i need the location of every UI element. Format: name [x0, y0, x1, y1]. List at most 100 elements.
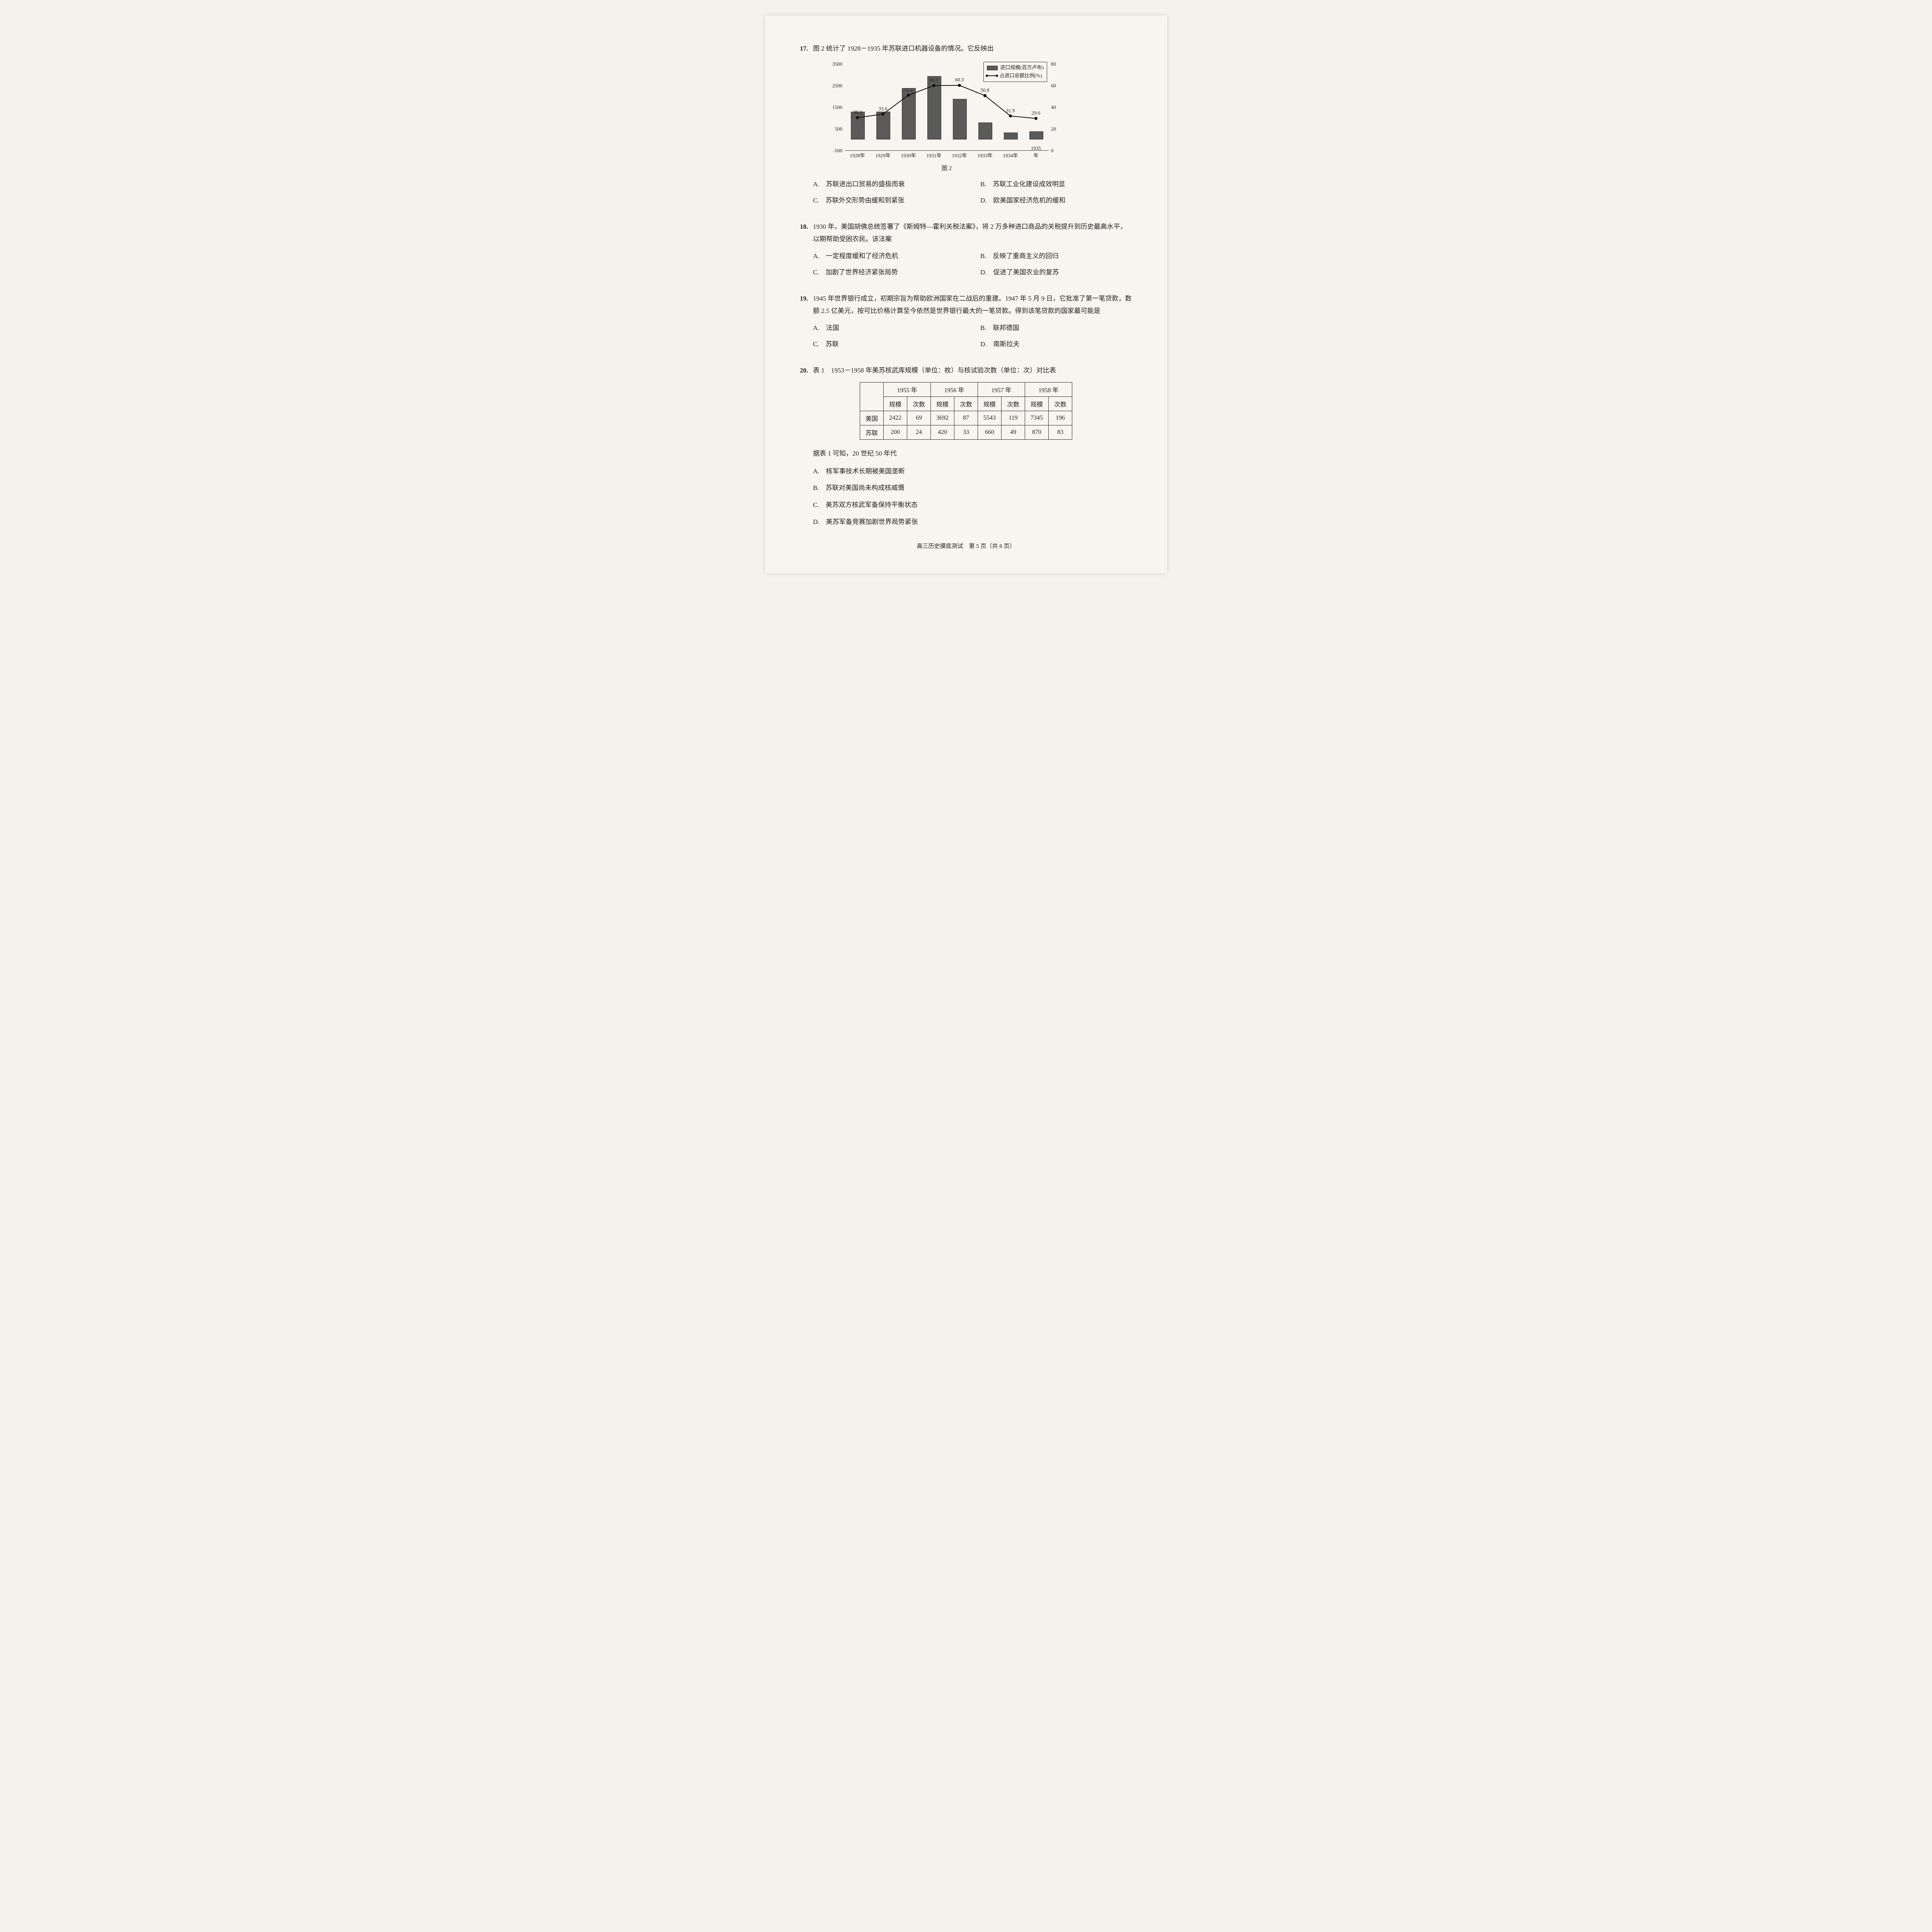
table-cell: 24 [907, 425, 930, 439]
q20-text: 表 1 1953－1958 年美苏核武库规模（单位：枚）与核试验次数（单位：次）… [813, 364, 1132, 377]
q17-opt-c: C. 苏联外交形势由缓和到紧张 [813, 194, 965, 207]
chart-bar [953, 99, 967, 140]
table-sub-header: 规模 [883, 396, 907, 411]
table-cell: 83 [1049, 425, 1072, 439]
q19-opt-b: B. 联邦德国 [980, 321, 1132, 335]
q19-opt-a: A. 法国 [813, 321, 965, 335]
q18-opt-c: C. 加剧了世界经济紧张局势 [813, 265, 965, 279]
line-point-label: 31.9 [1006, 108, 1015, 114]
q17-text: 图 2 统计了 1928－1935 年苏联进口机器设备的情况。它反映出 [813, 43, 1132, 55]
question-18: 18. 1930 年，美国胡佛总统签署了《斯姆特—霍利关税法案》，将 2 万多种… [800, 221, 1132, 279]
q20-table: 1955 年1956 年1957 年1958 年规模次数规模次数规模次数规模次数… [860, 382, 1072, 440]
q19-opt-c: C. 苏联 [813, 337, 965, 351]
table-cell: 3692 [930, 411, 954, 425]
question-17: 17. 图 2 统计了 1928－1935 年苏联进口机器设备的情况。它反映出 … [800, 43, 1132, 207]
chart-caption: 图 2 [823, 164, 1070, 172]
line-point-label: 60.3 [955, 77, 964, 83]
table-cell: 33 [954, 425, 978, 439]
x-tick-label: 1928年 [850, 151, 865, 159]
q19-number: 19. [800, 293, 813, 305]
chart-bar [1029, 131, 1043, 140]
table-sub-header: 次数 [1049, 396, 1072, 411]
table-sub-header: 规模 [1025, 396, 1049, 411]
table-cell: 420 [930, 425, 954, 439]
table-row: 苏联20024420336604987083 [860, 425, 1072, 439]
q17-number: 17. [800, 43, 813, 55]
chart-bar [902, 88, 916, 140]
y-left-tick: 3500 [823, 61, 842, 67]
y-left-tick: 500 [823, 126, 842, 132]
line-point-label: 60.1 [930, 77, 939, 83]
y-left-tick: -500 [823, 148, 842, 154]
page-footer: 高三历史摸底测试 第 5 页（共 8 页） [800, 542, 1132, 550]
table-year-header: 1955 年 [883, 382, 930, 396]
chart-line [845, 64, 1049, 150]
question-20: 20. 表 1 1953－1958 年美苏核武库规模（单位：枚）与核试验次数（单… [800, 364, 1132, 529]
q18-opt-a: A. 一定程度缓和了经济危机 [813, 249, 965, 263]
q20-options: A. 核军事技术长期被美国垄断 B. 苏联对美国尚未构成核威慑 C. 美苏双方核… [813, 464, 1132, 529]
x-tick-label: 1930年 [901, 151, 916, 159]
line-point-label: 33.6 [879, 106, 888, 112]
table-cell: 2422 [883, 411, 907, 425]
q17-chart: 进口规模(百万卢布) 占进口总额比例(%) 1928年30.31929年33.6… [823, 61, 1070, 172]
q17-opt-d: D. 欧美国家经济危机的缓和 [980, 194, 1132, 207]
q18-number: 18. [800, 221, 813, 233]
y-right-tick: 40 [1051, 104, 1070, 111]
chart-bar [978, 122, 992, 139]
exam-page: 17. 图 2 统计了 1928－1935 年苏联进口机器设备的情况。它反映出 … [765, 15, 1167, 573]
x-tick-label: 1934年 [1003, 151, 1018, 159]
table-cell: 69 [907, 411, 930, 425]
table-sub-header: 规模 [930, 396, 954, 411]
q19-text: 1945 年世界银行成立，初期宗旨为帮助欧洲国家在二战后的重建。1947 年 5… [813, 293, 1132, 318]
table-sub-header: 次数 [907, 396, 930, 411]
x-tick-label: 1931年 [926, 151, 941, 159]
chart-bar [851, 112, 865, 139]
y-left-tick: 2500 [823, 83, 842, 89]
q17-opt-a: A. 苏联进出口贸易的盛极而衰 [813, 177, 965, 191]
table-cell: 200 [883, 425, 907, 439]
q20-opt-a: A. 核军事技术长期被美国垄断 [813, 464, 1132, 478]
table-year-header: 1958 年 [1025, 382, 1072, 396]
table-sub-header: 规模 [978, 396, 1002, 411]
question-19: 19. 1945 年世界银行成立，初期宗旨为帮助欧洲国家在二战后的重建。1947… [800, 293, 1132, 351]
chart-bar [927, 76, 941, 139]
q18-opt-d: D. 促进了美国农业的复苏 [980, 265, 1132, 279]
table-cell: 119 [1002, 411, 1025, 425]
line-point-label: 50.8 [981, 87, 990, 94]
table-sub-header: 次数 [954, 396, 978, 411]
line-point-label: 30.3 [853, 109, 862, 116]
table-row: 美国24226936928755431197345196 [860, 411, 1072, 425]
chart-bar [876, 112, 890, 139]
q18-options: A. 一定程度缓和了经济危机 B. 反映了重商主义的回归 C. 加剧了世界经济紧… [813, 249, 1132, 279]
table-year-header: 1956 年 [930, 382, 978, 396]
x-tick-label: 1933年 [977, 151, 992, 159]
y-right-tick: 60 [1051, 83, 1070, 89]
table-row-label: 美国 [860, 411, 883, 425]
q19-opt-d: D. 南斯拉夫 [980, 337, 1132, 351]
y-right-tick: 20 [1051, 126, 1070, 132]
table-cell: 660 [978, 425, 1002, 439]
x-tick-label: 1935年 [1030, 145, 1043, 159]
table-cell: 870 [1025, 425, 1049, 439]
x-tick-label: 1929年 [875, 151, 890, 159]
line-point-label: 29.6 [1032, 110, 1041, 116]
q18-text: 1930 年，美国胡佛总统签署了《斯姆特—霍利关税法案》，将 2 万多种进口商品… [813, 221, 1132, 246]
q19-options: A. 法国 B. 联邦德国 C. 苏联 D. 南斯拉夫 [813, 321, 1132, 351]
q18-opt-b: B. 反映了重商主义的回归 [980, 249, 1132, 263]
y-right-tick: 80 [1051, 61, 1070, 67]
chart-bar [1004, 133, 1018, 140]
table-sub-header: 次数 [1002, 396, 1025, 411]
q20-opt-d: D. 美苏军备竞赛加剧世界局势紧张 [813, 515, 1132, 529]
q20-opt-b: B. 苏联对美国尚未构成核威慑 [813, 481, 1132, 495]
table-cell: 7345 [1025, 411, 1049, 425]
y-right-tick: 0 [1051, 148, 1070, 154]
line-point-label: 51.2 [904, 87, 913, 93]
table-cell: 196 [1049, 411, 1072, 425]
table-cell: 87 [954, 411, 978, 425]
q20-opt-c: C. 美苏双方核武军备保持平衡状态 [813, 498, 1132, 512]
table-year-header: 1957 年 [978, 382, 1025, 396]
table-cell: 5543 [978, 411, 1002, 425]
q20-number: 20. [800, 364, 813, 377]
table-row-label: 苏联 [860, 425, 883, 439]
q20-after: 据表 1 可知，20 世纪 50 年代 [813, 447, 1132, 461]
